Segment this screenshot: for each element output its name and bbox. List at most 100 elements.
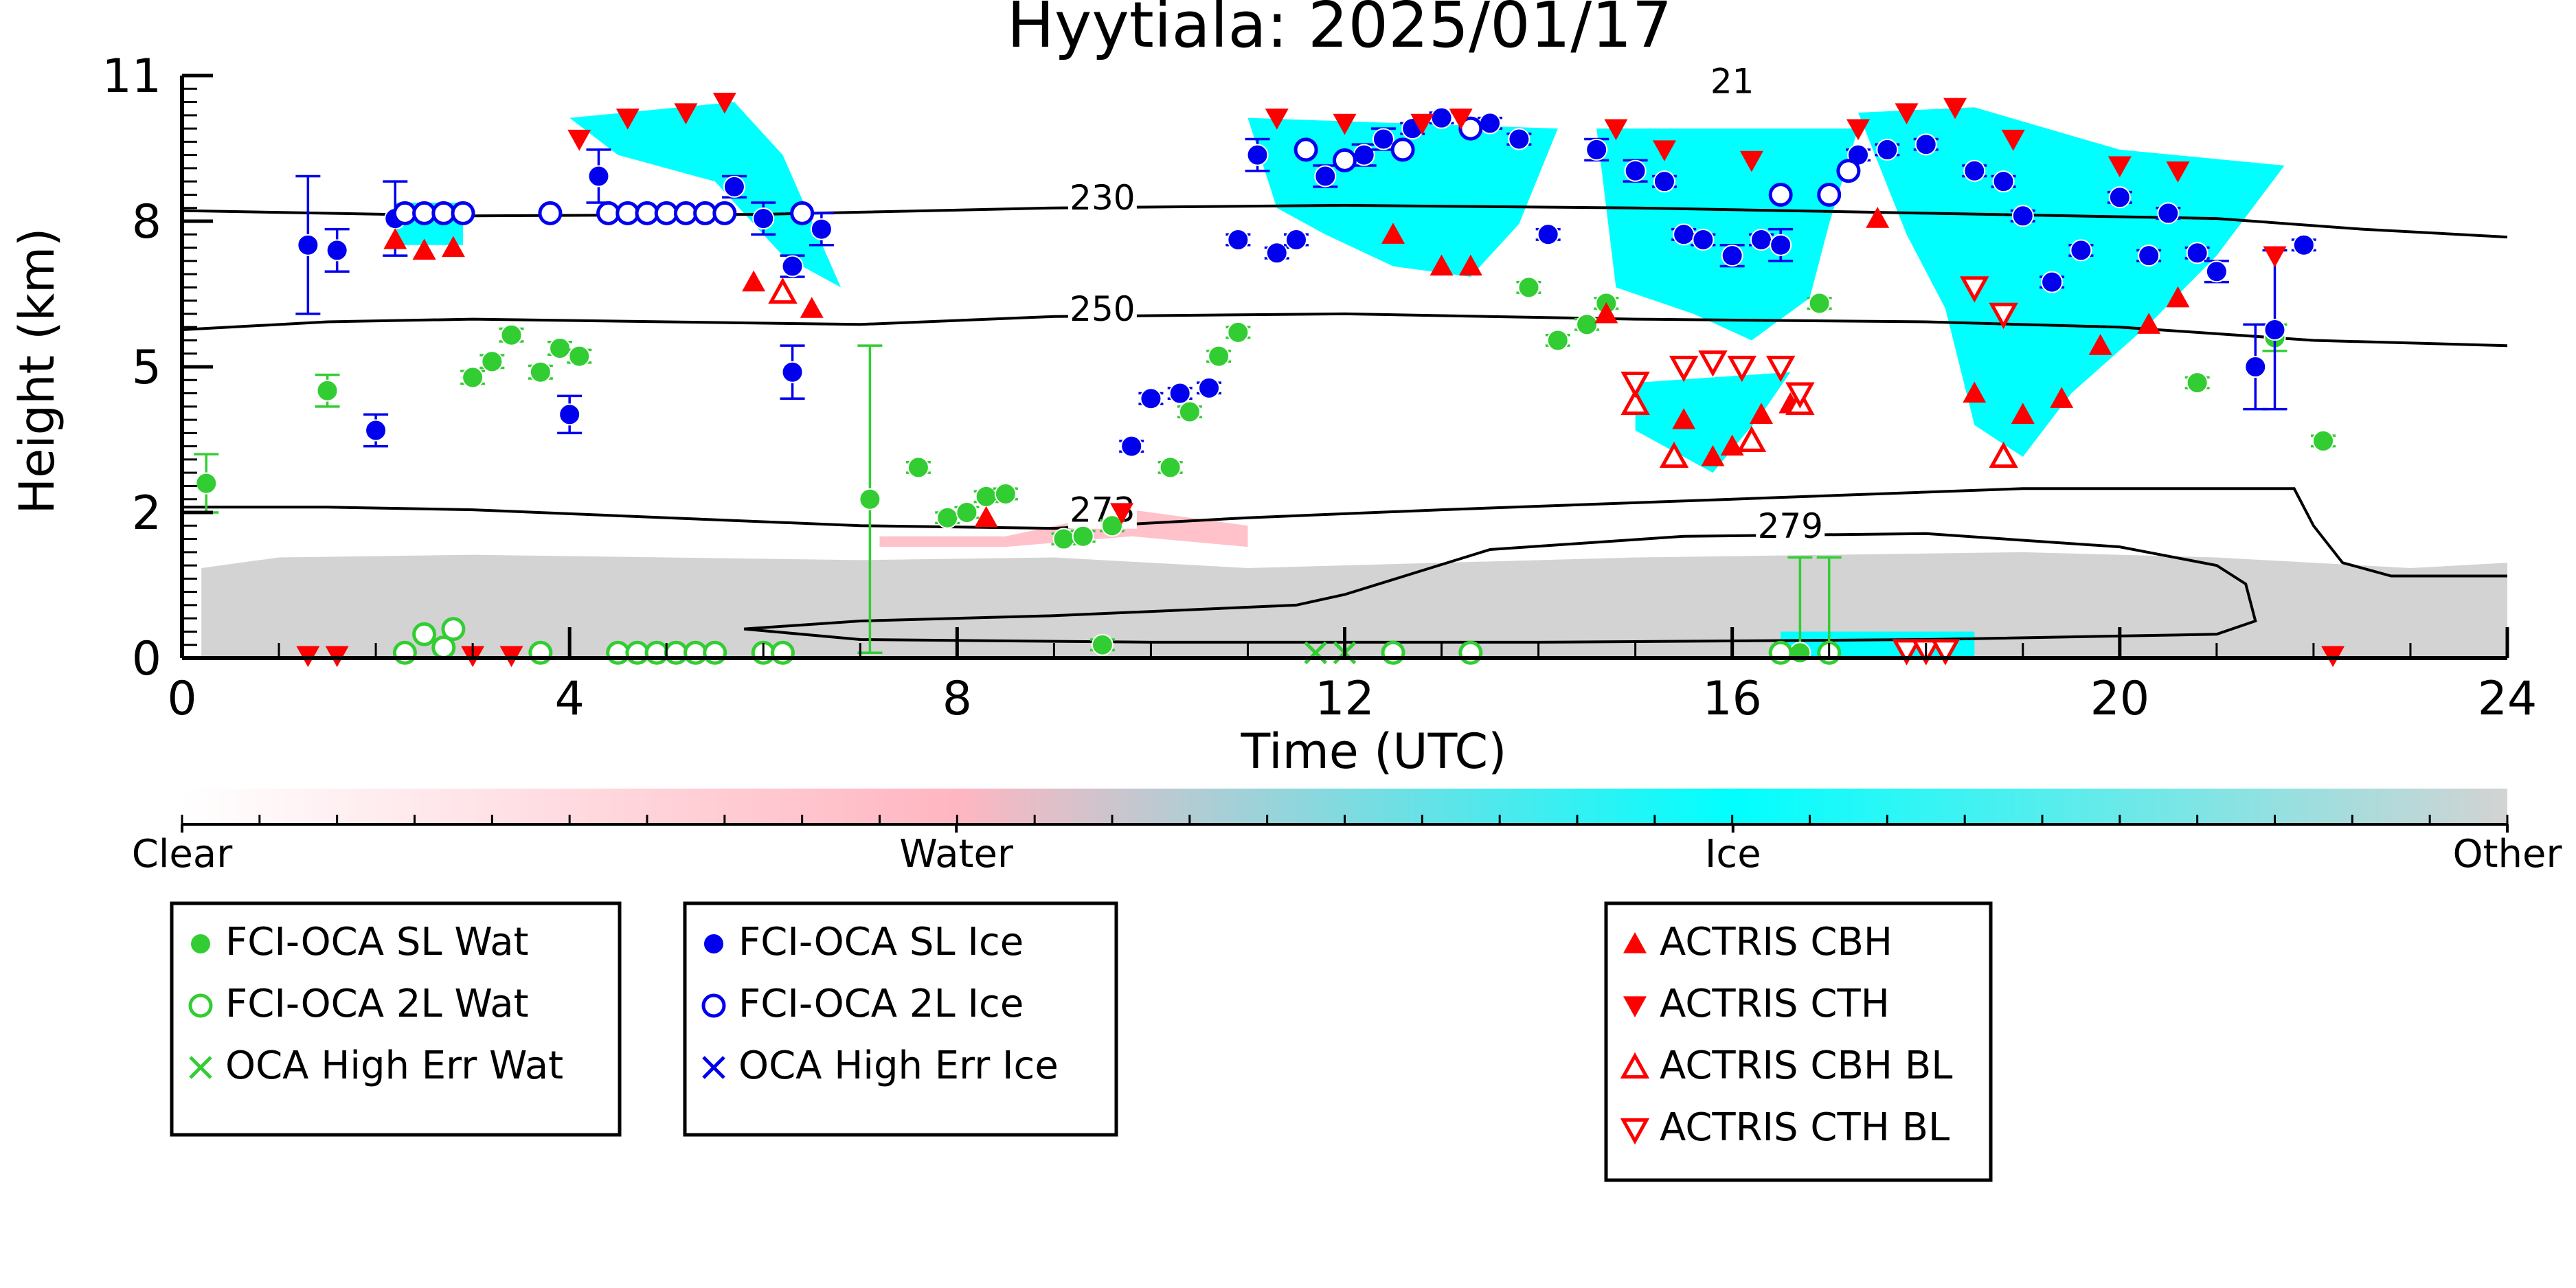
data-point <box>317 381 338 401</box>
data-point <box>297 235 318 256</box>
data-point <box>1693 229 1713 250</box>
data-point <box>1838 161 1859 181</box>
legend-marker <box>703 934 724 954</box>
legend-label: ACTRIS CTH BL <box>1660 1105 1950 1150</box>
x-tick-label: 4 <box>555 672 585 726</box>
colorbar-label: Clear <box>132 832 233 877</box>
data-point <box>414 203 435 223</box>
legend-box-3: ACTRIS CBH ACTRIS CTH ACTRIS CBH BL ACTRIS … <box>1606 903 1991 1180</box>
data-point <box>1819 184 1840 205</box>
data-point <box>462 367 483 387</box>
legend-label: ACTRIS CTH <box>1660 982 1890 1026</box>
data-point <box>1140 388 1161 409</box>
data-point <box>414 624 435 644</box>
data-point <box>1315 166 1335 186</box>
data-point <box>782 256 803 277</box>
data-point <box>1432 108 1452 128</box>
data-point <box>196 473 216 494</box>
data-point <box>792 203 813 223</box>
legend-label: FCI-OCA SL Ice <box>738 920 1024 964</box>
data-point <box>1809 293 1830 313</box>
data-point <box>742 271 765 292</box>
data-point <box>1228 322 1248 343</box>
data-point <box>2138 245 2159 266</box>
data-point <box>800 297 824 318</box>
data-point <box>1916 134 1936 155</box>
data-point <box>2265 319 2285 340</box>
x-tick-label: 20 <box>2090 672 2150 726</box>
data-point <box>1751 229 1772 250</box>
legend-box-2: FCI-OCA SL IceFCI-OCA 2L IceOCA High Err… <box>685 903 1116 1135</box>
data-point <box>2070 240 2091 260</box>
data-point <box>1548 330 1568 350</box>
data-point <box>1538 224 1559 245</box>
legends: FCI-OCA SL WatFCI-OCA 2L WatOCA High Err… <box>172 903 1991 1180</box>
data-point <box>2110 187 2130 207</box>
y-axis-label: Height (km) <box>9 228 65 515</box>
x-tick-label: 24 <box>2478 672 2538 726</box>
chart-title: Hyytiala: 2025/01/17 <box>1007 0 1673 62</box>
data-point <box>1509 129 1529 150</box>
data-point <box>995 484 1016 504</box>
data-point <box>530 362 551 383</box>
data-point <box>703 995 724 1016</box>
legend-marker <box>190 934 211 954</box>
data-point <box>859 489 880 510</box>
data-point <box>1577 314 1597 335</box>
data-point <box>1296 139 1316 160</box>
legend-label: OCA High Err Ice <box>738 1043 1059 1088</box>
data-point <box>1586 139 1607 160</box>
contour-label: 230 <box>1070 178 1135 218</box>
contour-250 <box>182 314 2507 346</box>
colorbar-label: Ice <box>1705 832 1761 877</box>
data-point <box>1160 457 1181 477</box>
data-point <box>2042 272 2062 293</box>
data-point <box>588 166 609 186</box>
contour-label: 250 <box>1070 289 1135 329</box>
data-point <box>1170 383 1190 404</box>
data-point <box>2263 247 2287 268</box>
data-point <box>1228 229 1248 250</box>
y-tick-label: 5 <box>132 341 161 395</box>
data-point <box>714 203 735 223</box>
data-point <box>1480 113 1500 133</box>
data-point <box>394 203 415 223</box>
data-point <box>656 203 677 223</box>
colorbar-label: Other <box>2452 832 2562 877</box>
data-point <box>724 177 745 197</box>
data-point <box>567 130 591 151</box>
colorbar-label: Water <box>899 832 1014 877</box>
data-point <box>2245 357 2266 377</box>
data-point <box>443 619 464 640</box>
data-point <box>1373 129 1394 150</box>
data-point <box>1286 229 1307 250</box>
data-point <box>1877 139 1897 160</box>
data-point <box>569 346 589 367</box>
data-point <box>1964 161 1985 181</box>
data-point <box>598 203 619 223</box>
legend-marker <box>703 995 724 1016</box>
x-tick-label: 16 <box>1702 672 1762 726</box>
data-point <box>811 219 832 240</box>
y-tick-label: 11 <box>102 49 161 104</box>
data-point <box>2013 205 2033 226</box>
data-point <box>501 325 522 346</box>
data-point <box>482 351 502 372</box>
data-point <box>327 240 348 260</box>
data-point <box>1770 184 1791 205</box>
data-point <box>1121 436 1142 457</box>
y-tick-label: 2 <box>132 486 161 541</box>
data-point <box>1092 635 1113 655</box>
data-point <box>1179 402 1200 422</box>
data-point <box>1518 277 1539 297</box>
data-point <box>1392 139 1413 160</box>
data-point <box>695 203 716 223</box>
data-point <box>540 203 561 223</box>
data-point <box>2187 372 2208 393</box>
data-point <box>1625 161 1646 181</box>
data-point <box>1993 171 2014 192</box>
x-tick-label: 8 <box>942 672 972 726</box>
data-point <box>1770 235 1791 256</box>
contour-label: 21 <box>1710 61 1754 101</box>
legend-label: FCI-OCA SL Wat <box>225 920 529 964</box>
